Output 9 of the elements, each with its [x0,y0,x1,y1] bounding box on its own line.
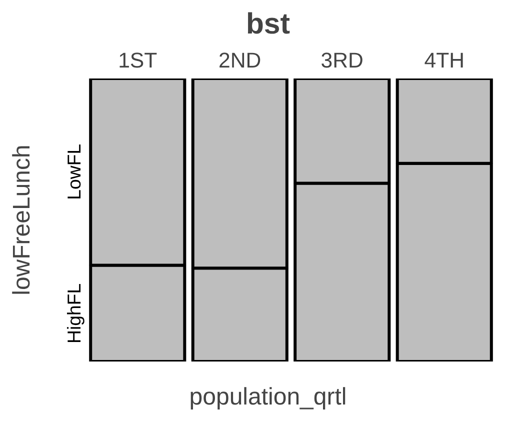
text: HighFL [64,283,85,344]
text: LowFL [64,144,85,200]
x-tick-label: 3RD [320,48,364,72]
chart-title: bst [246,8,290,40]
x-tick-label: 1ST [118,48,158,72]
x-tick-label: 4TH [424,48,465,72]
x-tick-label: 2ND [218,48,262,72]
y-axis-title: lowFreeLunch [8,144,36,296]
x-axis-title: population_qrtl [189,384,347,410]
